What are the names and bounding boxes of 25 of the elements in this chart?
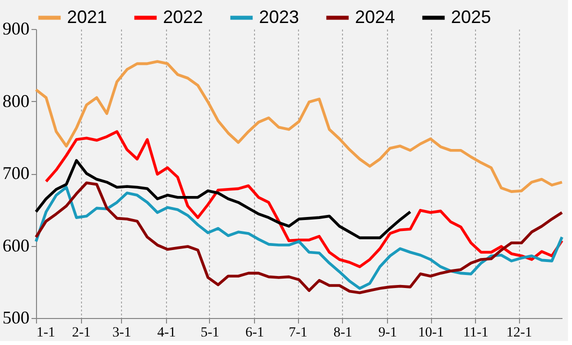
legend-label: 2023 — [259, 6, 300, 27]
y-tick-label: 700 — [2, 163, 30, 183]
x-tick-label: 4-1 — [157, 326, 176, 340]
line-series — [44, 130, 564, 268]
y-tick-label: 900 — [2, 18, 30, 38]
x-tick-label: 9-1 — [378, 326, 397, 340]
legend-label: 2024 — [355, 6, 396, 27]
x-tick-label: 10-1 — [418, 326, 444, 340]
x-tick-label: 1-1 — [36, 326, 56, 340]
x-tick-label: 6-1 — [245, 326, 264, 340]
x-tick-label: 8-1 — [334, 326, 352, 340]
legend-label: 2021 — [67, 6, 108, 27]
x-tick-label: 11-1 — [463, 326, 488, 340]
y-tick-label: 800 — [2, 90, 30, 111]
y-tick-label: 600 — [2, 235, 30, 256]
line-series — [34, 60, 564, 193]
x-tick-label: 3-1 — [112, 326, 132, 340]
y-tick-label: 500 — [2, 308, 30, 328]
x-tick-label: 5-1 — [200, 326, 220, 340]
legend-label: 2025 — [451, 6, 492, 27]
x-tick-label: 7-1 — [288, 326, 308, 340]
line-series — [34, 159, 412, 240]
x-tick-label: 2-1 — [72, 326, 91, 340]
x-tick-label: 12-1 — [506, 326, 532, 340]
legend-label: 2022 — [163, 6, 204, 27]
